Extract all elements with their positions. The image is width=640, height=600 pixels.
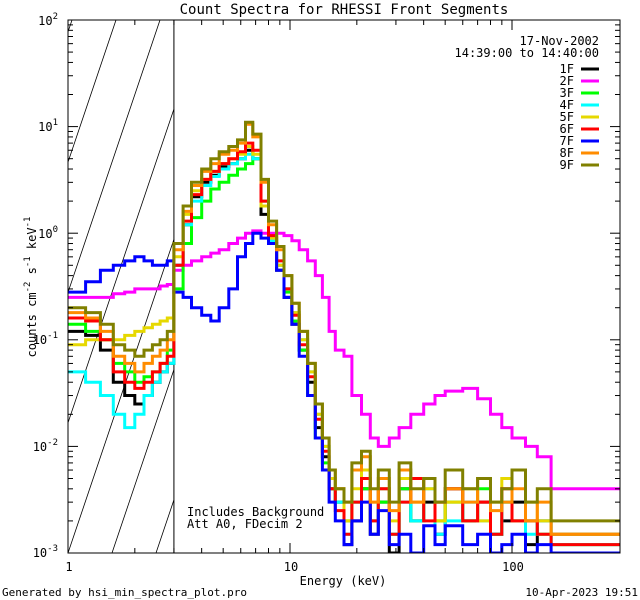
series-line-2F [68, 229, 620, 491]
footer-generated-by: Generated by hsi_min_spectra_plot.pro [2, 586, 247, 599]
legend-label-6F: 6F [560, 122, 574, 136]
legend-label-3F: 3F [560, 86, 574, 100]
hatch-line [111, 369, 175, 553]
header-date: 17-Nov-2002 [520, 34, 599, 48]
y-tick-label: 10-2 [33, 438, 58, 454]
series-line-5F [68, 145, 620, 536]
legend-label-2F: 2F [560, 74, 574, 88]
annotation-attenuator: Att A0, FDecim 2 [187, 517, 303, 531]
x-tick-label: 1 [65, 560, 72, 574]
y-tick-label: 10-3 [33, 544, 58, 560]
x-tick-label: 100 [502, 560, 524, 574]
annotation-background: Includes Background [187, 505, 324, 519]
series-line-9F [68, 120, 620, 523]
series-line-6F [68, 141, 620, 547]
series-line-7F [68, 231, 620, 553]
legend-label-1F: 1F [560, 62, 574, 76]
footer-timestamp: 10-Apr-2023 19:51 [525, 586, 638, 599]
hatch-line [68, 20, 117, 163]
y-axis-label: counts cm-2 s-1 keV-1 [23, 217, 39, 358]
legend-label-9F: 9F [560, 158, 574, 172]
legend-label-7F: 7F [560, 134, 574, 148]
y-tick-label: 10-1 [33, 331, 58, 347]
series-group [68, 120, 620, 553]
hatch-line [68, 239, 175, 553]
series-line-8F [68, 122, 620, 536]
x-tick-label: 10 [284, 560, 298, 574]
legend-label-4F: 4F [560, 98, 574, 112]
plot-frame [67, 19, 621, 554]
legend-label-8F: 8F [560, 146, 574, 160]
header-time: 14:39:00 to 14:40:00 [455, 46, 600, 60]
y-tick-label: 100 [38, 225, 58, 241]
legend-label-5F: 5F [560, 110, 574, 124]
axis-ticks [67, 19, 620, 554]
chart-title: Count Spectra for RHESSI Front Segments [180, 2, 509, 18]
x-axis-label: Energy (keV) [300, 574, 387, 588]
hatched-region [68, 20, 175, 553]
y-tick-label: 101 [38, 118, 58, 134]
hatch-line [68, 20, 161, 293]
hatch-line [155, 499, 175, 553]
y-tick-label: 102 [38, 12, 58, 28]
